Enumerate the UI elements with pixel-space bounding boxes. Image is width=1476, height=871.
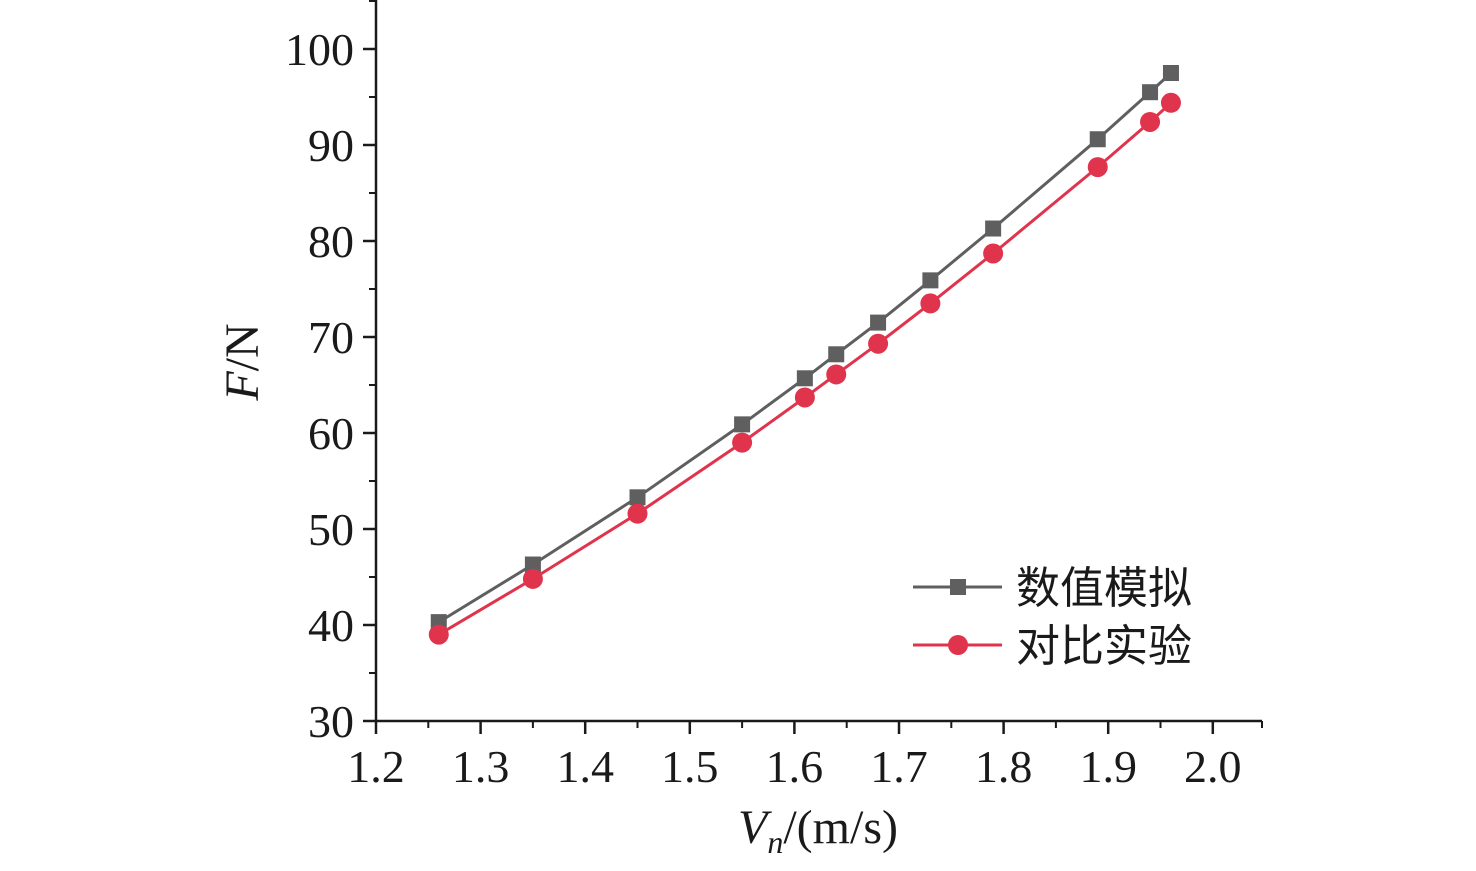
x-tick-label: 2.0 [1184,741,1242,792]
x-axis-title: Vn/(m/s) [738,801,898,860]
x-tick-label: 1.7 [870,741,928,792]
series-2-point [983,243,1004,264]
series-1-point [985,220,1002,237]
series-1-point [870,314,887,331]
series-1-point [828,346,845,363]
x-tick-label: 1.2 [347,741,405,792]
y-tick-label: 60 [308,408,354,459]
legend-marker-square [950,579,966,595]
series-1-point [922,272,939,289]
legend-label-1: 数值模拟 [1016,563,1192,614]
x-axis-title-subscript: n [767,824,783,860]
x-tick-label: 1.6 [766,741,824,792]
series-1-point [629,489,646,506]
y-tick-label: 30 [308,696,354,747]
legend-marker-circle [948,635,968,655]
legend-label-2: 对比实验 [1016,621,1192,672]
y-tick-label: 90 [308,120,354,171]
y-axis-title-unit: /N [216,323,269,371]
y-tick-label: 50 [308,504,354,555]
x-tick-label: 1.8 [975,741,1033,792]
series-1-point [796,370,813,387]
series-2-point [1160,92,1181,113]
x-tick-label: 1.4 [556,741,614,792]
x-axis-title-unit: /(m/s) [783,801,898,854]
series-1-point [1162,65,1179,81]
y-tick-label: 80 [308,216,354,267]
series-1-point [524,556,541,573]
series-2-point [920,293,941,314]
series-2-point [522,568,543,589]
series-2-point [1087,157,1108,178]
y-axis-title-symbol: F [216,371,269,402]
series-1-point [734,416,751,433]
y-tick-label: 100 [285,24,354,75]
series-2-point [627,503,648,524]
plot-series [428,65,1181,645]
series-2-point [732,432,753,453]
series-2-point [428,624,449,645]
series-2-point [826,364,847,385]
y-axis: 30 40 50 60 70 80 90 100 [285,0,378,747]
series-1-point [1089,131,1106,148]
x-tick-label: 1.5 [661,741,719,792]
y-tick-label: 70 [308,312,354,363]
x-tick-label: 1.3 [452,741,510,792]
series-2-point [1140,111,1161,132]
y-axis-title: F/N [216,323,269,401]
series-1-point [1142,84,1159,101]
series-2-point [868,333,889,354]
x-axis: 1.2 1.3 1.4 1.5 1.6 1.7 1.8 1.9 2.0 [347,719,1263,792]
x-tick-label: 1.9 [1079,741,1137,792]
series-line-2 [438,101,1173,636]
series-2-point [794,387,815,408]
y-tick-label: 40 [308,600,354,651]
series-line-1 [438,71,1173,624]
x-axis-title-symbol: V [738,801,772,854]
